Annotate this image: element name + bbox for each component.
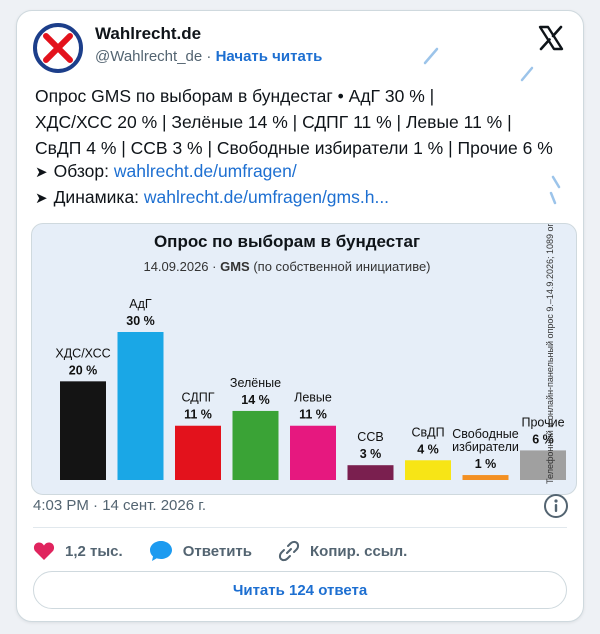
bar	[232, 410, 279, 480]
bar-category-label: СДПГ	[182, 391, 215, 405]
wahlrecht-logo	[33, 23, 83, 73]
overview-label: Обзор:	[53, 161, 114, 181]
like-button[interactable]: 1,2 тыс.	[33, 541, 123, 561]
chart-date: 14.09.2026 ·	[143, 259, 221, 274]
chart-side-note: Телефонный и онлайн-панельный опрос 9.–1…	[545, 223, 555, 484]
heart-icon	[33, 542, 55, 560]
tweet-card: Wahlrecht.de @Wahlrecht_de · Начать чита…	[16, 10, 584, 622]
follow-button[interactable]: Начать читать	[215, 48, 323, 65]
bar	[462, 475, 509, 480]
arrow-right-icon: ➤	[35, 164, 48, 181]
bar-category-label: ССВ	[357, 430, 383, 444]
reply-label: Ответить	[182, 542, 253, 560]
decorative-stroke-icon	[549, 175, 561, 205]
avatar[interactable]	[33, 23, 83, 73]
overview-row: ➤ Обзор: wahlrecht.de/umfragen/	[35, 161, 297, 182]
chart-image[interactable]: Опрос по выборам в бундестаг 14.09.2026 …	[31, 223, 577, 495]
bar	[117, 332, 164, 480]
bar-value-label: 11 %	[299, 408, 327, 422]
bar-value-label: 11 %	[184, 408, 212, 422]
read-replies-button[interactable]: Читать 124 ответа	[33, 571, 567, 609]
bar-category-label: Зелёные	[230, 376, 281, 390]
decorative-stroke-icon	[520, 66, 534, 82]
copy-link-label: Копир. ссыл.	[310, 542, 408, 560]
bar-value-label: 3 %	[360, 447, 382, 461]
tweet-line: СвДП 4 % | ССВ 3 % | Свободные избирател…	[35, 138, 553, 158]
bar	[60, 381, 106, 480]
bar-value-label: 14 %	[241, 393, 270, 407]
dynamics-label: Динамика:	[53, 187, 144, 207]
account-name[interactable]: Wahlrecht.de	[95, 24, 202, 43]
bar-value-label: 30 %	[126, 314, 155, 328]
bar-chart: 20 % ХДС/ХСС 30 % АдГ 11 % СДПГ 14 % Зелёные 11 …	[55, 297, 566, 480]
account-handle-line: @Wahlrecht_de · Начать читать	[95, 48, 322, 65]
bar-category-label: избиратели	[452, 440, 519, 454]
overview-link[interactable]: wahlrecht.de/umfragen/	[113, 161, 297, 181]
bar-value-label: 6 %	[532, 432, 554, 446]
tweet-line: ХДС/ХСС 20 % | Зелёные 14 % | СДПГ 11 % …	[35, 112, 512, 132]
bar-value-label: 20 %	[69, 363, 98, 377]
chart-subtitle: 14.09.2026 · GMS (по собственной инициат…	[32, 259, 542, 274]
chart-note: (по собственной инициативе)	[249, 259, 431, 274]
chart-source: GMS	[220, 259, 250, 274]
tweet-line: Опрос GMS по выборам в бундестаг • АдГ 3…	[35, 86, 435, 106]
account-handle[interactable]: @Wahlrecht_de	[95, 48, 203, 65]
like-count: 1,2 тыс.	[65, 542, 123, 560]
bar	[405, 460, 451, 480]
separator: ·	[202, 48, 216, 65]
bar-category-label: АдГ	[129, 297, 152, 311]
bar-category-label: ХДС/ХСС	[55, 346, 110, 360]
divider	[33, 527, 567, 528]
bar-value-label: 1 %	[475, 457, 497, 471]
decorative-stroke-icon	[423, 47, 439, 65]
bar-value-label: 4 %	[417, 442, 439, 456]
dynamics-link[interactable]: wahlrecht.de/umfragen/gms.h...	[143, 187, 390, 207]
reply-bubble-icon	[149, 541, 172, 561]
chart-title: Опрос по выборам в бундестаг	[153, 232, 421, 251]
reply-button[interactable]: Ответить	[149, 540, 252, 562]
tweet-text: Опрос GMS по выборам в бундестаг • АдГ 3…	[35, 83, 575, 161]
action-bar: 1,2 тыс. Ответить Копир. ссыл.	[33, 537, 433, 565]
bar-category-label: Левые	[294, 391, 332, 405]
bar	[520, 450, 566, 480]
timestamp[interactable]: 4:03 PM · 14 сент. 2026 г.	[33, 497, 207, 514]
dynamics-row: ➤ Динамика: wahlrecht.de/umfragen/gms.h..…	[35, 187, 389, 208]
x-logo-icon[interactable]	[537, 24, 565, 52]
bar-category-label: СвДП	[411, 425, 444, 439]
bar	[347, 465, 394, 480]
bar-category-label: Свободные	[452, 427, 518, 441]
info-icon[interactable]	[543, 493, 569, 519]
bar	[175, 425, 221, 480]
arrow-right-icon: ➤	[35, 190, 48, 207]
copy-link-button[interactable]: Копир. ссыл.	[278, 540, 407, 562]
bar-category-label: Прочие	[521, 415, 564, 429]
link-icon	[278, 540, 300, 562]
bar	[290, 425, 336, 480]
